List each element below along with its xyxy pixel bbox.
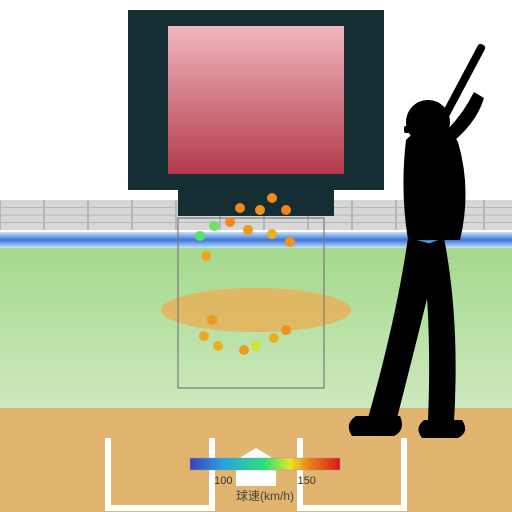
pitch-point	[207, 315, 217, 325]
infield-dirt	[161, 288, 351, 332]
pitch-point	[267, 193, 277, 203]
chart-svg: 100 150球速(km/h)	[0, 0, 512, 512]
scoreboard	[128, 10, 384, 216]
pitch-point	[251, 341, 261, 351]
pitch-point	[235, 203, 245, 213]
legend-tick: 100	[214, 475, 232, 487]
pitch-point	[255, 205, 265, 215]
pitch-point	[243, 225, 253, 235]
pitch-point	[201, 251, 211, 261]
pitch-point	[213, 341, 223, 351]
pitch-point	[285, 237, 295, 247]
legend-label: 球速(km/h)	[236, 489, 294, 503]
pitch-point	[209, 221, 219, 231]
pitch-point	[225, 217, 235, 227]
pitch-point	[239, 345, 249, 355]
pitch-point	[195, 231, 205, 241]
pitch-point	[281, 205, 291, 215]
pitch-point	[281, 325, 291, 335]
pitch-point	[199, 331, 209, 341]
legend-colorbar	[190, 458, 340, 470]
pitch-point	[267, 229, 277, 239]
pitch-point	[269, 333, 279, 343]
legend-tick: 150	[297, 475, 315, 487]
pitch-location-chart: 100 150球速(km/h)	[0, 0, 512, 512]
